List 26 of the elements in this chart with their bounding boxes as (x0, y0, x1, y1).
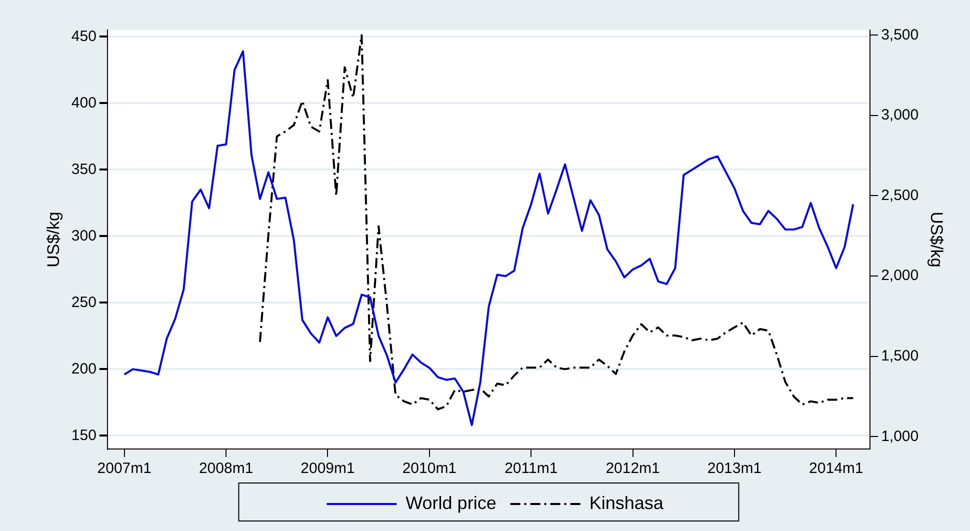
x-tick-label: 2013m1 (707, 460, 762, 478)
y2-tick-label: 1,000 (881, 428, 919, 445)
y-tick-label: 200 (71, 360, 96, 378)
x-tick-label: 2010m1 (402, 460, 457, 478)
y2-tick-label: 3,000 (881, 106, 919, 124)
y-tick-label: 150 (71, 426, 96, 444)
y2-tick-label: 2,500 (881, 186, 919, 204)
y-tick-label: 300 (71, 227, 96, 244)
legend-label: World price (406, 492, 496, 513)
x-tick-label: 2009m1 (300, 460, 355, 478)
x-tick-label: 2011m1 (504, 460, 558, 478)
y-tick-label: 400 (71, 94, 96, 112)
x-tick-label: 2012m1 (606, 460, 660, 478)
y2-tick-label: 1,500 (881, 347, 919, 364)
x-tick-label: 2007m1 (97, 460, 152, 478)
legend-label: Kinshasa (589, 492, 664, 513)
y2-tick-label: 2,000 (881, 267, 919, 284)
y-tick-label: 350 (71, 160, 96, 178)
y-tick-label: 450 (71, 28, 96, 45)
y-tick-label: 250 (71, 294, 96, 311)
y2-tick-label: 3,500 (881, 26, 919, 44)
x-tick-label: 2008m1 (198, 460, 254, 478)
y2-axis-title: US$/kg (927, 212, 946, 268)
line-series (258, 34, 854, 410)
y-axis-title: US$/kg (44, 212, 63, 268)
x-tick-label: 2014m1 (809, 460, 864, 478)
